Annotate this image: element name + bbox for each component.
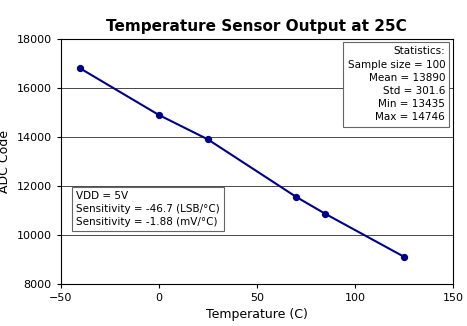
Point [155,112,163,118]
Text: VDD = 5V
Sensitivity = -46.7 (LSB/°C)
Sensitivity = -1.88 (mV/°C): VDD = 5V Sensitivity = -46.7 (LSB/°C) Se… [77,191,220,227]
Point [77,66,84,71]
Y-axis label: ADC Code: ADC Code [0,130,11,193]
Point [322,211,329,216]
Point [400,254,408,259]
Point [204,137,212,142]
X-axis label: Temperature (C): Temperature (C) [206,308,308,321]
Title: Temperature Sensor Output at 25C: Temperature Sensor Output at 25C [106,19,407,34]
Point [292,194,300,200]
Text: Statistics:
Sample size = 100
Mean = 13890
Std = 301.6
Min = 13435
Max = 14746: Statistics: Sample size = 100 Mean = 138… [347,46,445,123]
